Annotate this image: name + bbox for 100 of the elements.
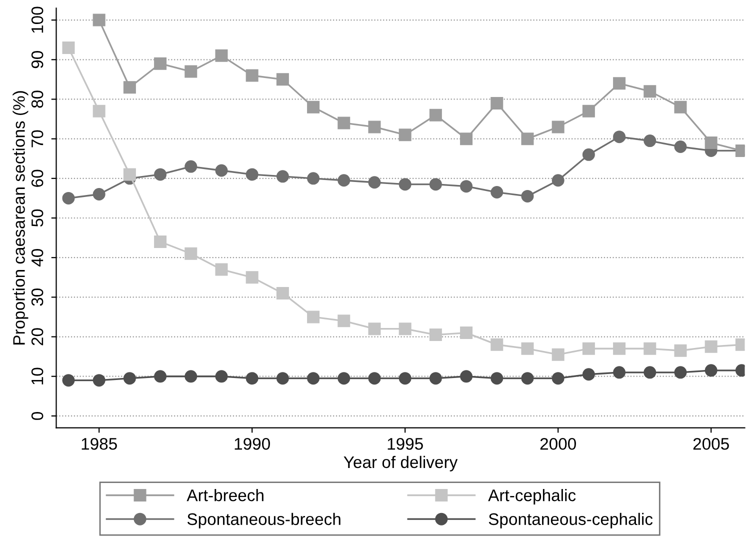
point bbox=[215, 49, 228, 62]
point bbox=[552, 120, 564, 134]
point bbox=[398, 322, 412, 336]
point bbox=[674, 140, 687, 153]
point bbox=[490, 372, 504, 385]
point bbox=[490, 186, 504, 199]
point bbox=[92, 188, 106, 200]
point bbox=[338, 174, 350, 187]
point bbox=[582, 342, 595, 355]
point bbox=[338, 314, 350, 328]
point bbox=[276, 170, 289, 183]
x-tick-label: 1985 bbox=[82, 438, 117, 450]
y-tick-label: 40 bbox=[31, 248, 44, 266]
point bbox=[368, 322, 381, 336]
point bbox=[552, 372, 564, 385]
point bbox=[276, 286, 289, 300]
point bbox=[460, 180, 473, 193]
point bbox=[215, 164, 228, 177]
x-tick-label: 1990 bbox=[234, 438, 270, 450]
point bbox=[246, 372, 258, 385]
point bbox=[154, 370, 167, 383]
point bbox=[92, 104, 106, 118]
point bbox=[582, 368, 595, 381]
point bbox=[338, 116, 350, 130]
point bbox=[368, 120, 381, 134]
point bbox=[674, 100, 687, 114]
point bbox=[276, 372, 289, 385]
point bbox=[62, 42, 75, 54]
point bbox=[613, 77, 626, 90]
x-tick-label: 1995 bbox=[388, 438, 423, 450]
point bbox=[307, 310, 320, 324]
y-tick-label: 0 bbox=[31, 412, 44, 420]
point bbox=[215, 370, 228, 383]
point bbox=[307, 172, 320, 185]
point bbox=[582, 104, 595, 118]
point bbox=[154, 168, 167, 181]
point bbox=[398, 372, 412, 385]
point bbox=[460, 326, 473, 340]
point bbox=[521, 372, 534, 385]
point bbox=[246, 271, 258, 284]
point bbox=[123, 168, 136, 181]
y-tick-label: 100 bbox=[31, 6, 44, 33]
y-tick-label: 60 bbox=[31, 170, 44, 187]
point bbox=[704, 136, 718, 150]
y-tick-label: 90 bbox=[31, 51, 44, 68]
point bbox=[276, 73, 289, 86]
point bbox=[644, 342, 656, 355]
legend-label: Spontaneous-breech bbox=[187, 512, 340, 528]
point bbox=[184, 160, 198, 173]
legend-label: Art-breech bbox=[186, 488, 264, 502]
point bbox=[154, 57, 167, 70]
y-tick-label: 50 bbox=[31, 209, 44, 227]
point bbox=[644, 134, 656, 148]
point bbox=[92, 374, 106, 387]
point bbox=[521, 132, 534, 146]
point bbox=[184, 370, 198, 383]
point bbox=[184, 65, 198, 78]
point bbox=[62, 192, 75, 204]
y-tick-label: 20 bbox=[31, 328, 44, 346]
point bbox=[490, 338, 504, 351]
point bbox=[215, 263, 228, 276]
legend-label: Spontaneous-cephalic bbox=[488, 512, 653, 528]
point bbox=[460, 370, 473, 383]
point bbox=[674, 366, 687, 379]
x-axis-title: Year of delivery bbox=[344, 456, 458, 472]
y-tick-label: 70 bbox=[31, 130, 44, 148]
point bbox=[552, 348, 564, 361]
point bbox=[429, 372, 442, 385]
point bbox=[429, 328, 442, 342]
y-axis-title: Proportion caesarean sections (%) bbox=[12, 91, 28, 344]
point bbox=[154, 236, 167, 248]
point bbox=[429, 108, 442, 122]
point bbox=[368, 176, 381, 189]
x-tick-label: 2005 bbox=[693, 438, 729, 450]
point bbox=[613, 130, 626, 144]
point bbox=[613, 342, 626, 355]
y-tick-label: 80 bbox=[31, 90, 44, 108]
point bbox=[613, 366, 626, 379]
y-tick-label: 30 bbox=[31, 288, 44, 306]
point bbox=[552, 174, 564, 187]
legend-label: Art-cephalic bbox=[488, 488, 576, 505]
point bbox=[704, 340, 718, 353]
point bbox=[62, 374, 75, 387]
point bbox=[368, 372, 381, 385]
point bbox=[582, 148, 595, 161]
point bbox=[307, 100, 320, 114]
point bbox=[521, 342, 534, 355]
point bbox=[123, 372, 136, 385]
point bbox=[307, 372, 320, 385]
point bbox=[184, 247, 198, 260]
point bbox=[246, 168, 258, 181]
point bbox=[674, 344, 687, 357]
point bbox=[338, 372, 350, 385]
point bbox=[521, 190, 534, 202]
point bbox=[644, 366, 656, 379]
point bbox=[246, 69, 258, 82]
point bbox=[123, 81, 136, 94]
point bbox=[704, 364, 718, 377]
point bbox=[429, 178, 442, 191]
point bbox=[92, 14, 106, 26]
